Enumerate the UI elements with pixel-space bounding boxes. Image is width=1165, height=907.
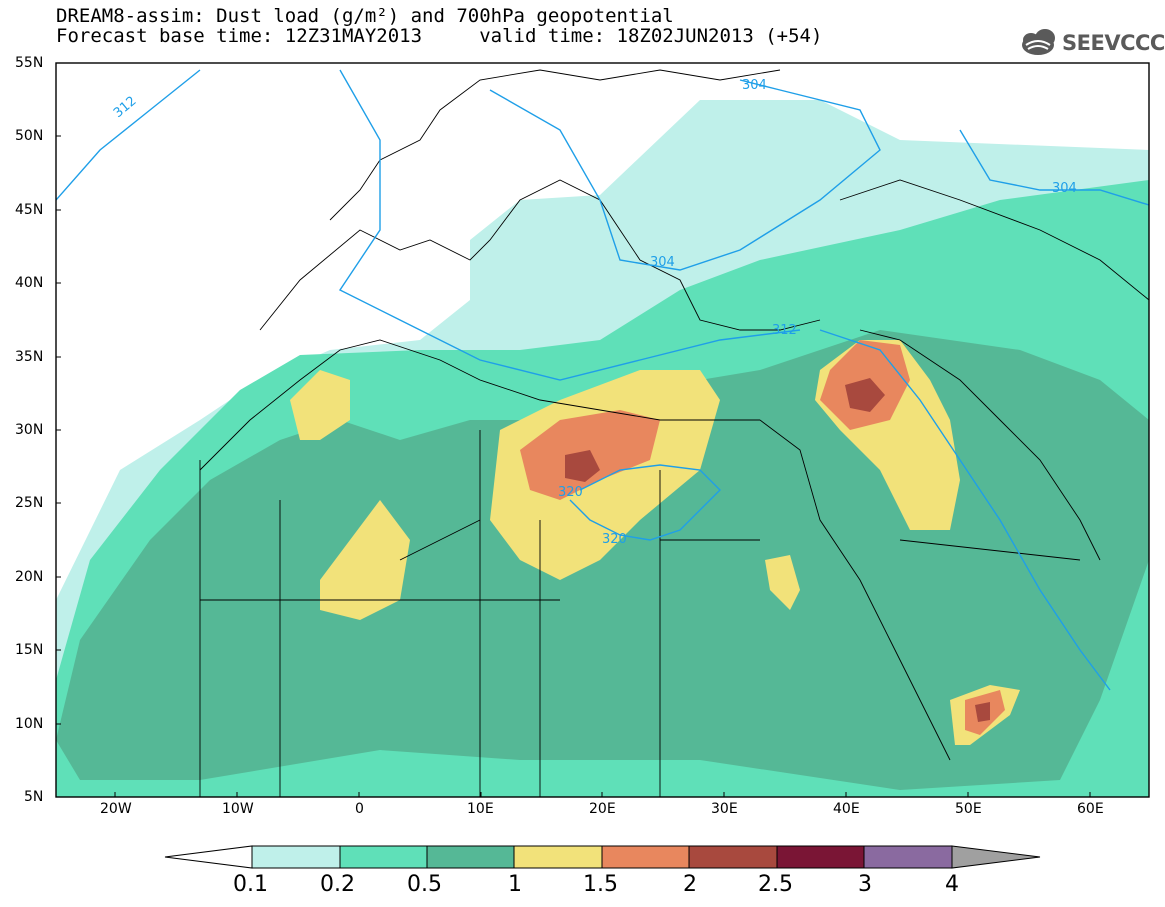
colorbar-label: 4 <box>945 872 959 897</box>
lon-label: 30E <box>711 801 738 817</box>
dust-layer-2 <box>565 450 600 482</box>
geopotential-contours <box>56 69 1149 691</box>
colorbar-label: 1.5 <box>583 872 618 897</box>
lon-label: 60E <box>1077 801 1104 817</box>
map-title: DREAM8-assim: Dust load (g/m²) and 700hP… <box>56 5 674 27</box>
contour-label: 304 <box>742 78 767 93</box>
cloud-logo-icon <box>1022 29 1055 55</box>
lon-label: 20E <box>589 801 616 817</box>
lat-label: 40N <box>15 275 44 291</box>
map-subtitle: Forecast base time: 12Z31MAY2013 valid t… <box>56 25 823 47</box>
colorbar-label: 0.5 <box>407 872 442 897</box>
colorbar <box>164 845 1041 869</box>
colorbar-arrow-high <box>951 845 1041 869</box>
colorbar-label: 2 <box>683 872 697 897</box>
country-borders <box>199 69 1149 797</box>
lat-label: 35N <box>15 349 44 365</box>
lat-label: 50N <box>15 128 44 144</box>
colorbar-label: 0.2 <box>320 872 355 897</box>
lat-label: 15N <box>15 642 44 658</box>
colorbar-label: 3 <box>858 872 872 897</box>
lat-label: 10N <box>15 716 44 732</box>
lon-label: 40E <box>833 801 860 817</box>
lat-label: 25N <box>15 495 44 511</box>
lon-label: 50E <box>955 801 982 817</box>
lon-label: 10E <box>467 801 494 817</box>
lon-label: 20W <box>100 801 132 817</box>
lat-label: 45N <box>15 202 44 218</box>
lat-label: 20N <box>15 569 44 585</box>
axis-ticks <box>56 62 1091 797</box>
colorbar-label: 0.1 <box>233 872 268 897</box>
contour-label: 312 <box>772 323 797 338</box>
lat-label: 5N <box>24 789 44 805</box>
contour-label: 304 <box>1052 181 1077 196</box>
contour-label: 304 <box>650 255 675 270</box>
lat-label: 55N <box>15 55 44 71</box>
lon-label: 0 <box>355 801 364 817</box>
colorbar-arrow-low <box>164 845 253 869</box>
contour-label: 320 <box>558 485 583 500</box>
lon-label: 10W <box>222 801 254 817</box>
logo-text: SEEVCCC <box>1062 31 1165 55</box>
colorbar-label: 2.5 <box>758 872 793 897</box>
colorbar-label: 1 <box>508 872 522 897</box>
lat-label: 30N <box>15 422 44 438</box>
contour-label: 320 <box>602 532 627 547</box>
